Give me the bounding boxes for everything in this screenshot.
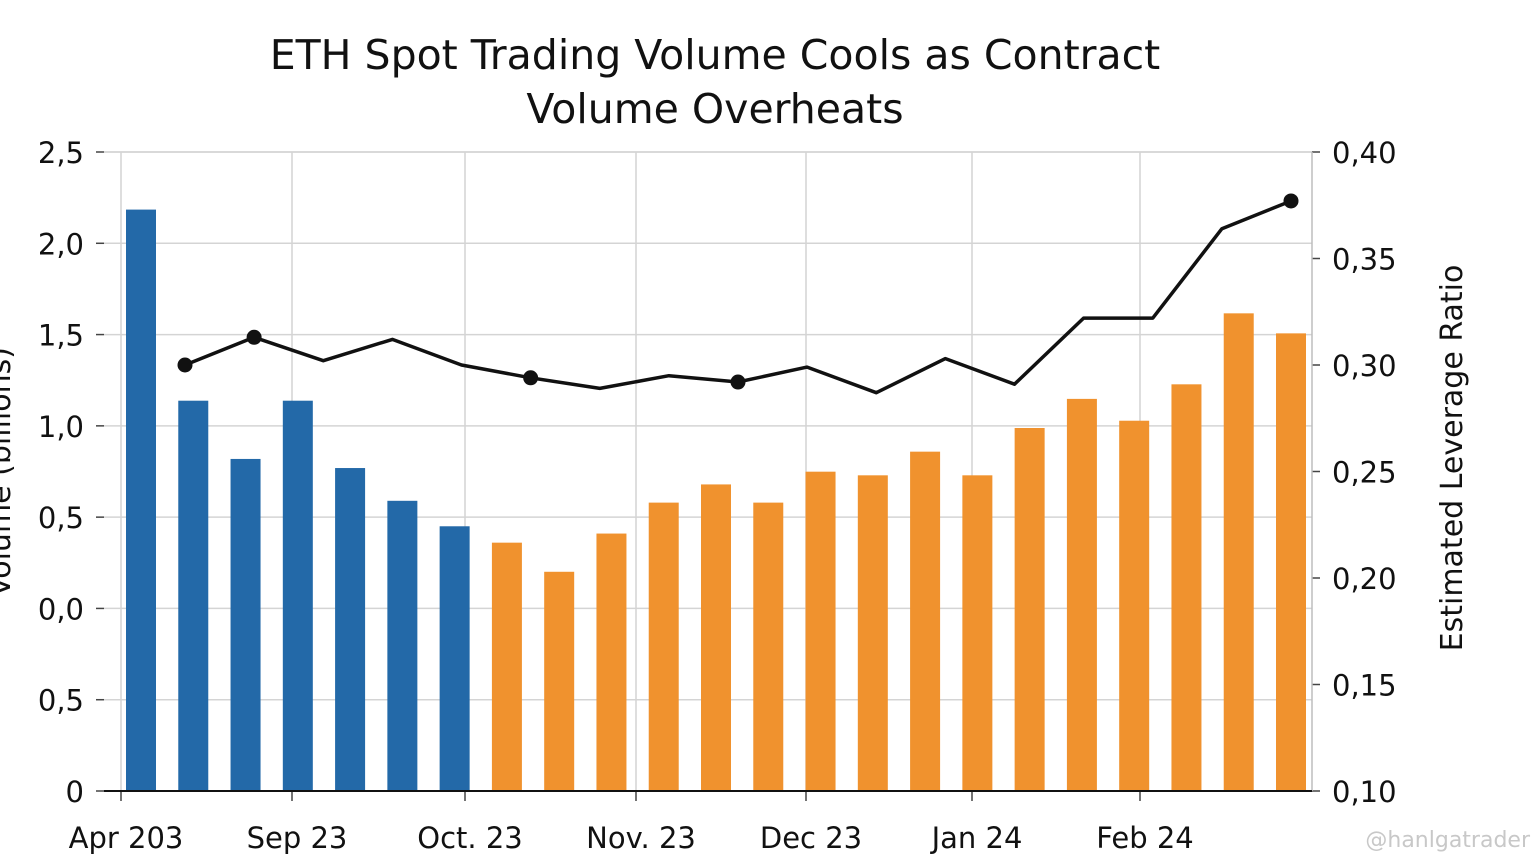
- y-left-tick-label: 0,5: [38, 501, 84, 535]
- y-right-tick-label: 0,30: [1332, 349, 1397, 383]
- leverage-line: [177, 193, 1299, 395]
- y-left-tick-label: 1,0: [38, 410, 84, 444]
- chart-title: ETH Spot Trading Volume Cools as Contrac…: [0, 28, 1430, 136]
- y-left-tick-label: 0: [66, 775, 84, 809]
- chart-title-line-2: Volume Overheats: [526, 85, 904, 133]
- spot-volume-bar: [439, 526, 470, 791]
- y-right-tick-label: 0,25: [1332, 456, 1397, 490]
- y-left-tick-label: 0,5: [38, 684, 84, 718]
- y-left-tick-label: 0,0: [38, 592, 84, 626]
- leverage-point-marker: [1283, 193, 1299, 209]
- watermark: @hanlgatrader: [1365, 828, 1530, 853]
- y-right-tick-label: 0,20: [1332, 562, 1397, 596]
- contract-volume-bar: [701, 484, 731, 791]
- chart-title-line-1: ETH Spot Trading Volume Cools as Contrac…: [269, 31, 1161, 79]
- y-axis-left-title: Volume (billions): [0, 347, 18, 597]
- y-left-tick-label: 2,0: [38, 227, 84, 261]
- leverage-point-marker: [177, 357, 193, 373]
- spot-volume-bar: [230, 458, 261, 791]
- y-left-tick-label: 2,5: [38, 136, 84, 170]
- x-tick-label: Feb 24: [1096, 821, 1193, 855]
- contract-volume-bar: [962, 475, 993, 791]
- contract-volume-bar: [1014, 428, 1045, 791]
- leverage-point-marker: [730, 374, 746, 390]
- contract-volume-bar: [857, 475, 888, 791]
- contract-volume-bar: [491, 542, 522, 791]
- contract-volume-bar: [753, 502, 784, 791]
- axes: 2,5 2,0 1,5 1,0 0,5 0,0 0,5 0 0,40 0,35 0,30 0,25 0,…: [38, 136, 1397, 855]
- x-tick-label: Sep 23: [247, 821, 348, 855]
- y-right-tick-label: 0,35: [1332, 243, 1397, 277]
- leverage-ratio-line: [184, 199, 1292, 395]
- spot-volume-bar: [178, 400, 209, 791]
- spot-volume-bar: [387, 500, 418, 791]
- contract-volume-bar: [1223, 313, 1254, 791]
- x-tick-label: Apr 203: [69, 821, 184, 855]
- bars: [126, 209, 1306, 792]
- spot-volume-bar: [335, 468, 366, 791]
- x-tick-label: Dec 23: [760, 821, 862, 855]
- x-tick-label: Oct. 23: [417, 821, 522, 855]
- contract-volume-bar: [1119, 420, 1150, 791]
- contract-volume-bar: [805, 471, 836, 791]
- y-right-tick-label: 0,40: [1332, 136, 1397, 170]
- leverage-point-marker: [523, 370, 539, 386]
- contract-volume-bar: [910, 451, 941, 791]
- contract-volume-bar: [1171, 384, 1202, 791]
- y-axis-right-title: Estimated Leverage Ratio: [1435, 265, 1470, 652]
- x-tick-label: Nov. 23: [586, 821, 696, 855]
- spot-volume-bar: [126, 209, 156, 792]
- contract-volume-bar: [1066, 398, 1097, 791]
- x-tick-label: Jan 24: [930, 821, 1023, 855]
- leverage-point-marker: [246, 329, 262, 345]
- y-right-tick-label: 0,10: [1332, 775, 1397, 809]
- contract-volume-bar: [596, 533, 627, 791]
- y-right-tick-label: 0,15: [1332, 669, 1397, 703]
- spot-volume-bar: [282, 400, 313, 791]
- y-left-tick-label: 1,5: [38, 319, 84, 353]
- contract-volume-bar: [544, 571, 575, 791]
- contract-volume-bar: [648, 502, 679, 791]
- contract-volume-bar: [1276, 333, 1306, 791]
